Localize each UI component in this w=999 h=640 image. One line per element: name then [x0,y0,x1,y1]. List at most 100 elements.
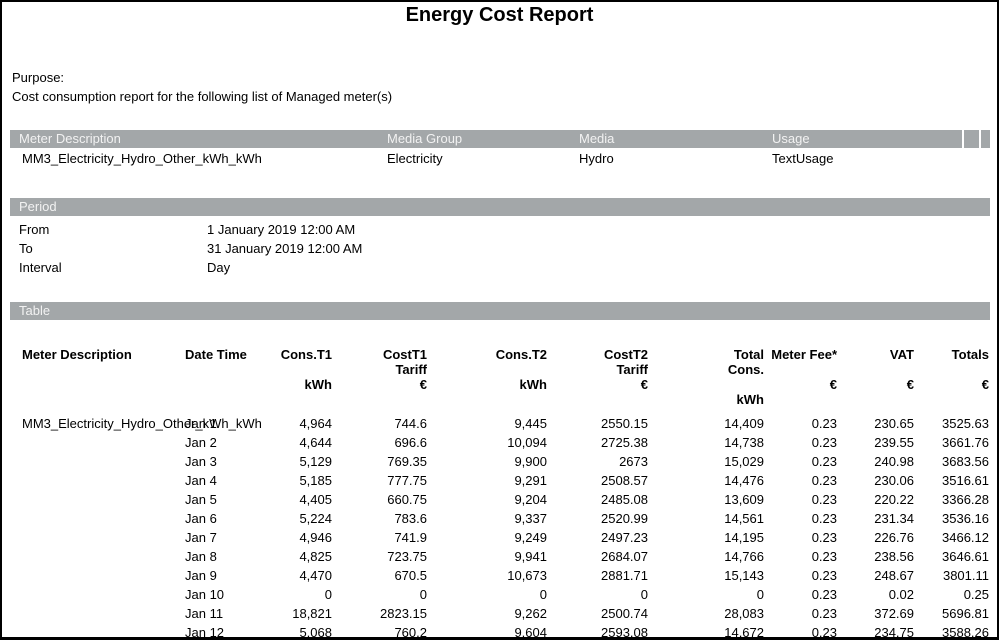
purpose-text: Cost consumption report for the followin… [12,89,393,104]
value-cell: 741.9 [394,530,427,545]
purpose-block: Purpose: Cost consumption report for the… [12,68,392,106]
column-header: CostT2 Tariff [603,347,648,377]
value-cell: 3516.61 [942,473,989,488]
value-cell: 2673 [619,454,648,469]
value-cell: 4,964 [299,416,332,431]
value-cell: 2508.57 [601,473,648,488]
value-cell: 0 [640,587,648,602]
report-table-header-row: Meter Description Date Time Cons.T1 CostT1 … [22,347,989,377]
value-cell: 239.55 [874,435,914,450]
table-row: Jan 3 5,129 769.35 9,900 2673 15,029 0.23 240.9… [22,452,989,471]
value-cell: 0.23 [811,473,837,488]
date-cell: Jan 10 [185,587,225,602]
value-cell: 660.75 [387,492,427,507]
interval-label: Interval [19,260,62,275]
value-cell: 2485.08 [601,492,648,507]
value-cell: 18,821 [292,606,332,621]
value-cell: 9,941 [514,549,547,564]
unit-cell [185,377,255,392]
column-header: Cons.T1 [280,347,332,362]
value-cell: 3801.11 [942,568,989,583]
value-cell: 9,900 [514,454,547,469]
value-cell: 0.23 [811,492,837,507]
period-row-interval: Interval Day [19,258,362,277]
header-column-separator [979,130,981,148]
value-cell: 4,470 [299,568,332,583]
unit-cell: € [640,377,648,392]
value-cell: 226.76 [874,530,914,545]
value-cell: 9,291 [514,473,547,488]
value-cell: 0.23 [811,587,837,602]
table-section-bar: Table [10,302,990,320]
value-cell: 0 [539,587,547,602]
value-cell: 5696.81 [942,606,989,621]
units-row: kWh € kWh € € € € [22,377,989,392]
date-cell: Jan 3 [185,454,217,469]
value-cell: 5,185 [299,473,332,488]
value-cell: 3683.56 [942,454,989,469]
value-cell: 9,262 [514,606,547,621]
table-row: Jan 4 5,185 777.75 9,291 2508.57 14,476 0.23 23… [22,471,989,490]
period-section-label: Period [19,199,57,214]
to-label: To [19,241,33,256]
value-cell: 769.35 [387,454,427,469]
date-cell: Jan 8 [185,549,217,564]
table-row: Jan 10 0 0 0 0 0 0.23 0.02 0.25 [22,585,989,604]
table-row: Jan 9 4,470 670.5 10,673 2881.71 15,143 0.23 24… [22,566,989,585]
unit-cell [914,392,989,414]
value-cell: 723.75 [387,549,427,564]
value-cell: 0.23 [811,625,837,640]
value-cell: 5,224 [299,511,332,526]
date-cell: Jan 6 [185,511,217,526]
purpose-label: Purpose: [12,70,65,85]
date-cell: Jan 9 [185,568,217,583]
meter-col-header-usage: Usage [772,131,810,146]
period-row-to: To 31 January 2019 12:00 AM [19,239,362,258]
value-cell: 15,143 [724,568,764,583]
value-cell: 10,094 [507,435,547,450]
value-cell: 14,195 [724,530,764,545]
unit-cell [837,392,914,414]
value-cell: 3466.12 [942,530,989,545]
value-cell: 14,476 [724,473,764,488]
unit-cell: € [906,377,914,392]
value-cell: 220.22 [874,492,914,507]
value-cell: 234.75 [874,625,914,640]
value-cell: 230.65 [874,416,914,431]
value-cell: 0 [324,587,332,602]
unit-cell: € [981,377,989,392]
value-cell: 5,068 [299,625,332,640]
value-cell: 231.34 [874,511,914,526]
value-cell: 4,644 [299,435,332,450]
to-value: 31 January 2019 12:00 AM [207,241,363,256]
header-column-separator [962,130,964,148]
meter-name-cell: MM3_Electricity_Hydro_Other_kWh_kWh [22,416,262,431]
table-row: Jan 6 5,224 783.6 9,337 2520.99 14,561 0.23 231… [22,509,989,528]
column-header: Totals [951,347,989,362]
value-cell: 3588.26 [942,625,989,640]
unit-cell: kWh [519,377,547,392]
table-row: Jan 12 5,068 760.2 9,604 2593.08 14,672 0.23 23… [22,623,989,640]
table-row: Jan 7 4,946 741.9 9,249 2497.23 14,195 0.23 226… [22,528,989,547]
value-cell: 696.6 [394,435,427,450]
value-cell: 9,204 [514,492,547,507]
period-row-from: From 1 January 2019 12:00 AM [19,220,362,239]
value-cell: 0.23 [811,568,837,583]
unit-cell [764,392,837,414]
column-header: Cons.T2 [495,347,547,362]
value-cell: 2500.74 [601,606,648,621]
table-row: Jan 11 18,821 2823.15 9,262 2500.74 28,083 0.2… [22,604,989,623]
value-cell: 3366.28 [942,492,989,507]
meter-description-value: MM3_Electricity_Hydro_Other_kWh_kWh [22,151,262,166]
column-header: Meter Description [22,347,132,362]
page-title: Energy Cost Report [405,4,594,26]
value-cell: 372.69 [874,606,914,621]
value-cell: 2520.99 [601,511,648,526]
value-cell: 2550.15 [601,416,648,431]
value-cell: 670.5 [394,568,427,583]
value-cell: 9,337 [514,511,547,526]
value-cell: 744.6 [394,416,427,431]
date-cell: Jan 1 [185,416,217,431]
value-cell: 5,129 [299,454,332,469]
